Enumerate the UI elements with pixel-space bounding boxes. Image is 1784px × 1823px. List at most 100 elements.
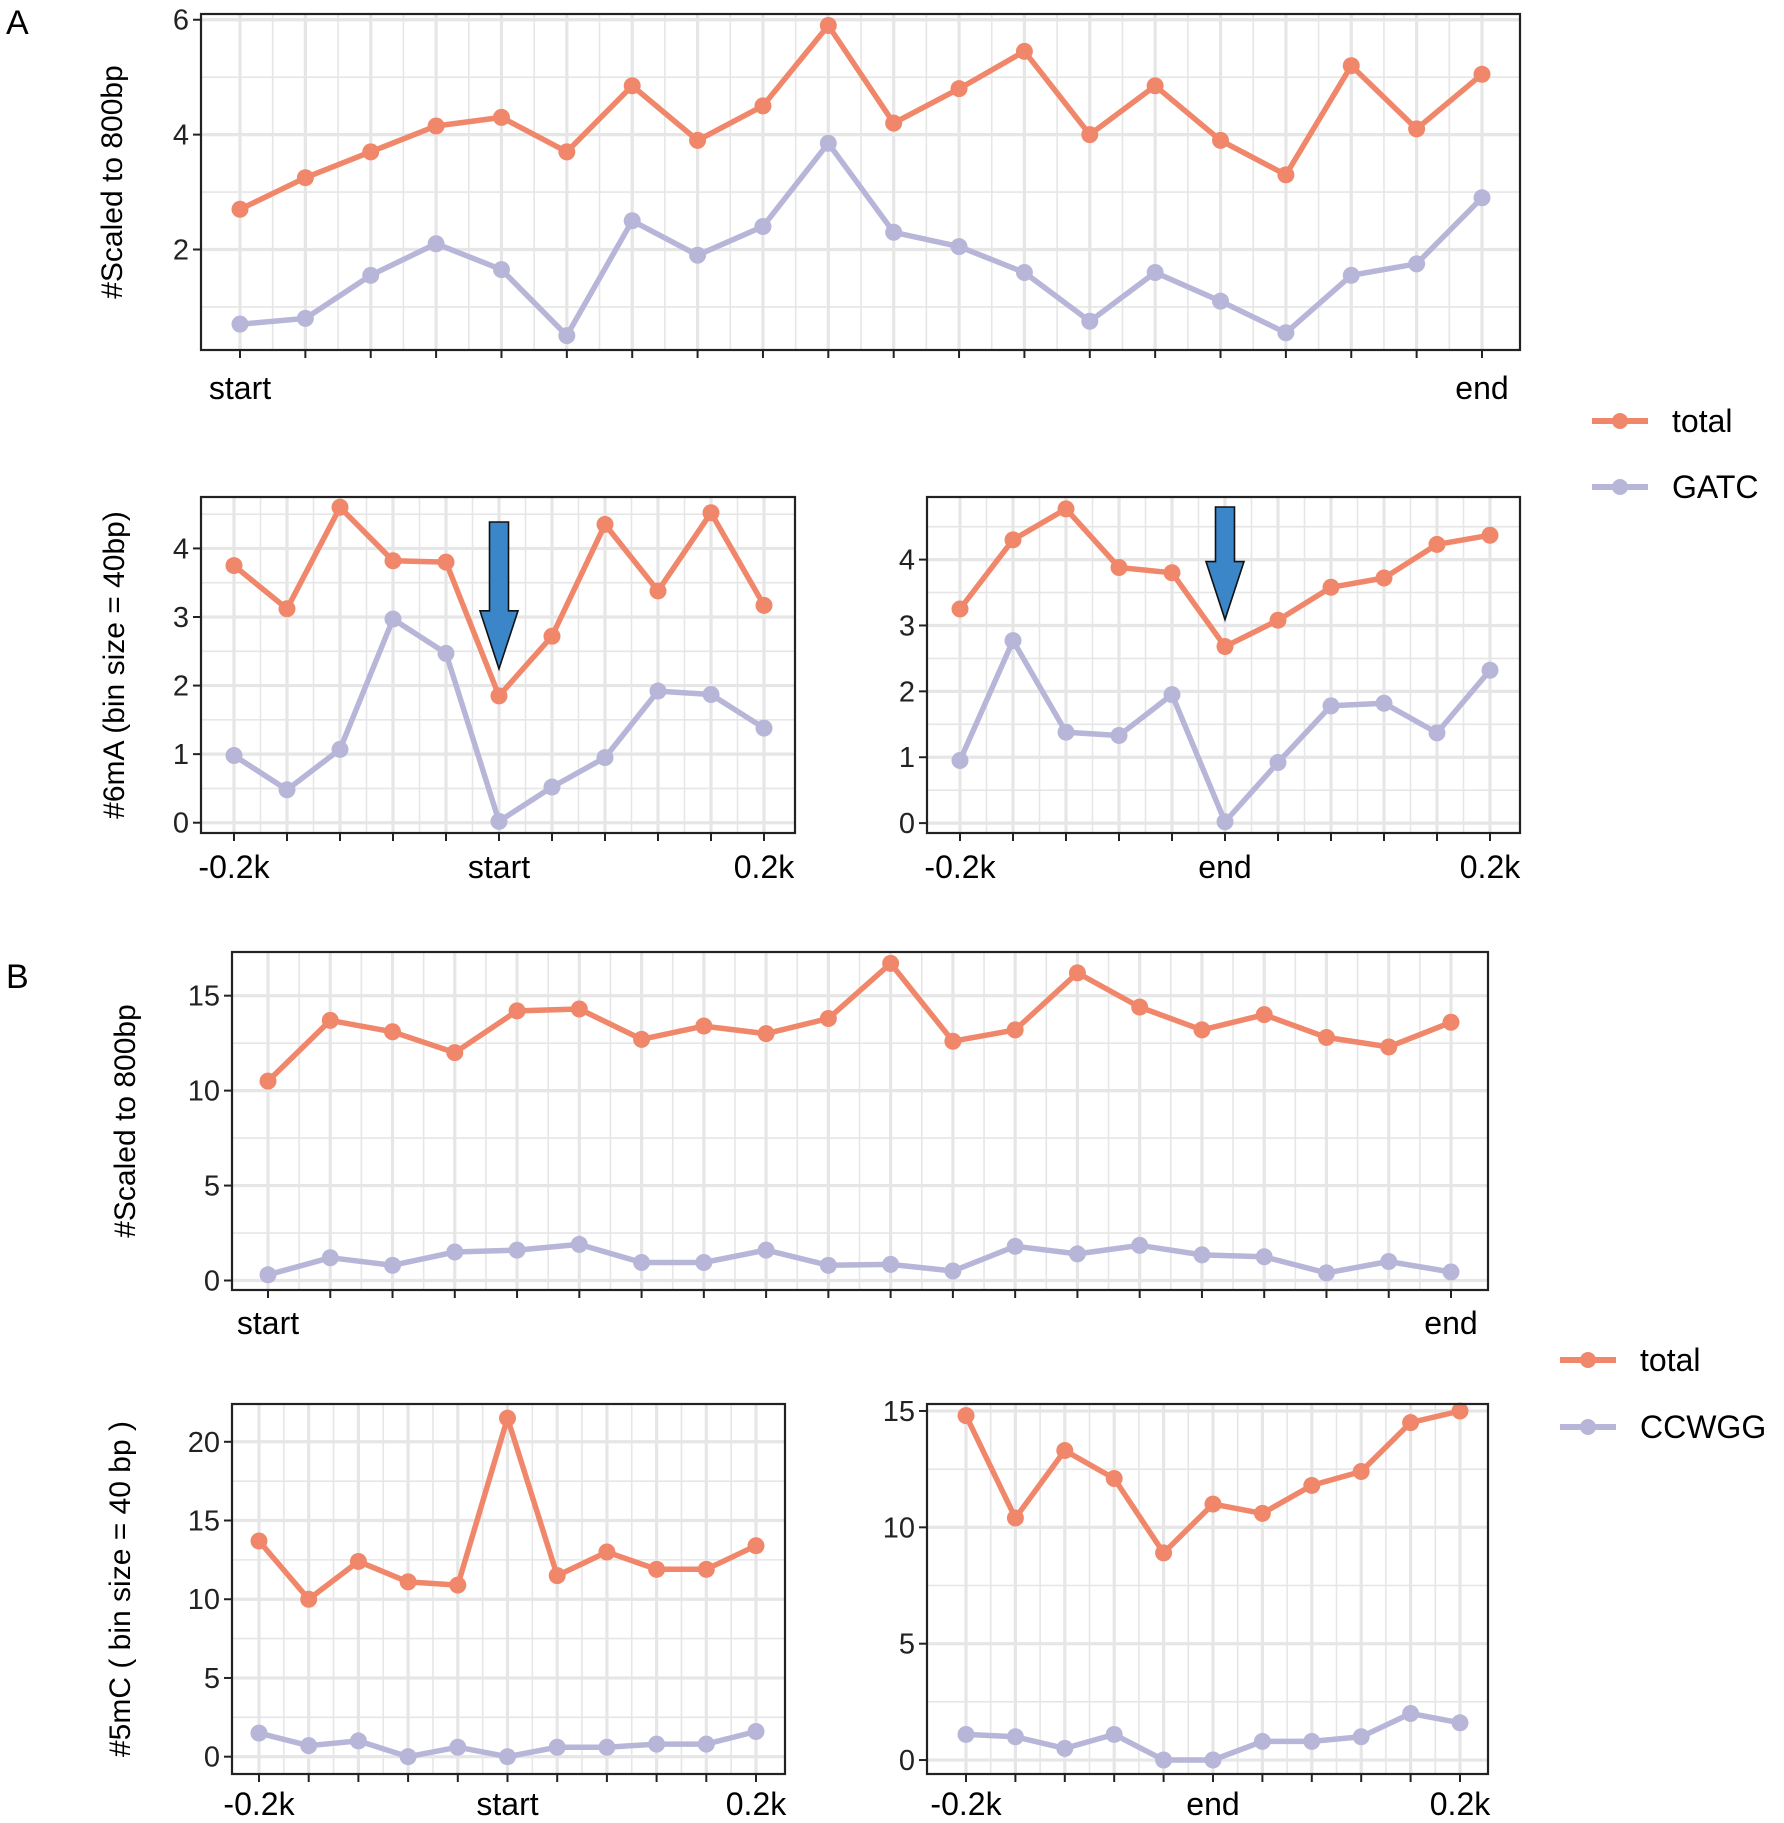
data-point-total [300,1590,318,1608]
data-point-total [944,1032,962,1050]
legend-b-total-marker [1580,1352,1596,1368]
data-point-gatc [754,218,772,236]
data-point-total [1481,526,1499,544]
data-point-gatc [231,315,249,333]
data-point-gatc [225,747,243,765]
data-point-total [321,1011,339,1029]
data-point-ccwgg [250,1724,268,1742]
data-point-ccwgg [1131,1236,1149,1254]
data-point-total [1212,131,1230,149]
y-tick-label: 10 [188,1076,220,1108]
data-point-total [950,80,968,98]
data-point-gatc [384,610,402,628]
data-point-ccwgg [1155,1751,1173,1769]
data-point-total [1442,1013,1460,1031]
y-tick-label: 10 [188,1584,220,1616]
data-point-total [1163,564,1181,582]
y-tick-label: 0 [204,1742,220,1774]
data-point-total [1303,1476,1321,1494]
data-point-ccwgg [598,1738,616,1756]
data-point-gatc [1081,312,1099,330]
data-point-total [633,1030,651,1048]
data-point-total [885,114,903,132]
data-point-gatc [702,685,720,703]
data-point-total [1269,611,1287,629]
y-tick-label: 4 [899,545,915,577]
data-point-total [231,200,249,218]
data-point-gatc [1473,189,1491,207]
data-point-total [1255,1006,1273,1024]
series-line-total [265,960,1454,1084]
data-point-total [558,143,576,161]
data-point-ccwgg [384,1256,402,1274]
y-tick-label: 2 [899,676,915,708]
data-point-gatc [819,134,837,152]
data-point-total [543,627,561,645]
data-point-gatc [1015,263,1033,281]
x-tick-label: start [237,1305,299,1341]
legend-a-motif-marker [1612,479,1628,495]
data-point-total [755,596,773,614]
data-point-total [570,1000,588,1018]
data-point-ccwgg [1380,1253,1398,1271]
data-point-gatc [596,749,614,767]
data-point-gatc [1057,723,1075,741]
data-point-total [648,1560,666,1578]
data-point-total [259,1072,277,1090]
x-tick-label: -0.2k [924,849,996,885]
data-point-gatc [1212,292,1230,310]
data-point-total [362,143,380,161]
data-point-total [697,1560,715,1578]
data-point-gatc [1110,726,1128,744]
data-point-gatc [1004,632,1022,650]
chart-B-top: 0 5 10 15 start end #Scaled to 800bp [109,950,1490,1341]
data-point-total [1402,1414,1420,1432]
data-point-total [1408,120,1426,138]
data-point-ccwgg [819,1256,837,1274]
y-tick-label: 15 [188,981,220,1013]
data-point-ccwgg [697,1735,715,1753]
chart-A-top: 2 4 6 start end #Scaled to 800bp [96,5,1522,406]
data-point-ccwgg [1006,1237,1024,1255]
data-point-gatc [1481,661,1499,679]
data-point-total [296,169,314,187]
y-tick-label: 10 [883,1512,915,1544]
x-tick-label: start [468,849,530,885]
y-tick-label: 4 [173,533,189,565]
data-point-total [1277,166,1295,184]
data-point-gatc [278,781,296,799]
y-tick-label: 15 [188,1506,220,1538]
data-point-total [508,1002,526,1020]
data-point-total [754,97,772,115]
data-point-total [1216,638,1234,656]
data-point-gatc [558,327,576,345]
data-point-ccwgg [1303,1732,1321,1750]
plot-frame [925,495,1522,835]
data-point-total [349,1552,367,1570]
x-tick-label: start [476,1786,538,1822]
y-tick-label: 3 [899,610,915,642]
data-point-total [1380,1038,1398,1056]
data-point-ccwgg [747,1722,765,1740]
data-point-gatc [649,682,667,700]
data-point-gatc [755,719,773,737]
panel-letter-a: A [6,4,29,42]
data-point-ccwgg [548,1738,566,1756]
chart-A-bottom-left: 0 1 2 3 4 -0.2k start 0.2k #6mA (bin size = 40bp… [98,495,797,885]
data-point-total [689,131,707,149]
data-point-total [1015,42,1033,60]
data-point-total [702,504,720,522]
legend-a-total-label: total [1672,403,1732,439]
y-tick-label: 0 [899,808,915,840]
data-point-gatc [623,212,641,230]
data-point-total [1146,77,1164,95]
data-point-total [1105,1469,1123,1487]
data-point-gatc [543,778,561,796]
data-point-total [819,16,837,34]
plot-frame [199,12,1522,352]
data-point-total [1057,500,1075,518]
x-tick-label: 0.2k [726,1786,787,1822]
data-point-gatc [689,246,707,264]
data-point-total [1155,1544,1173,1562]
